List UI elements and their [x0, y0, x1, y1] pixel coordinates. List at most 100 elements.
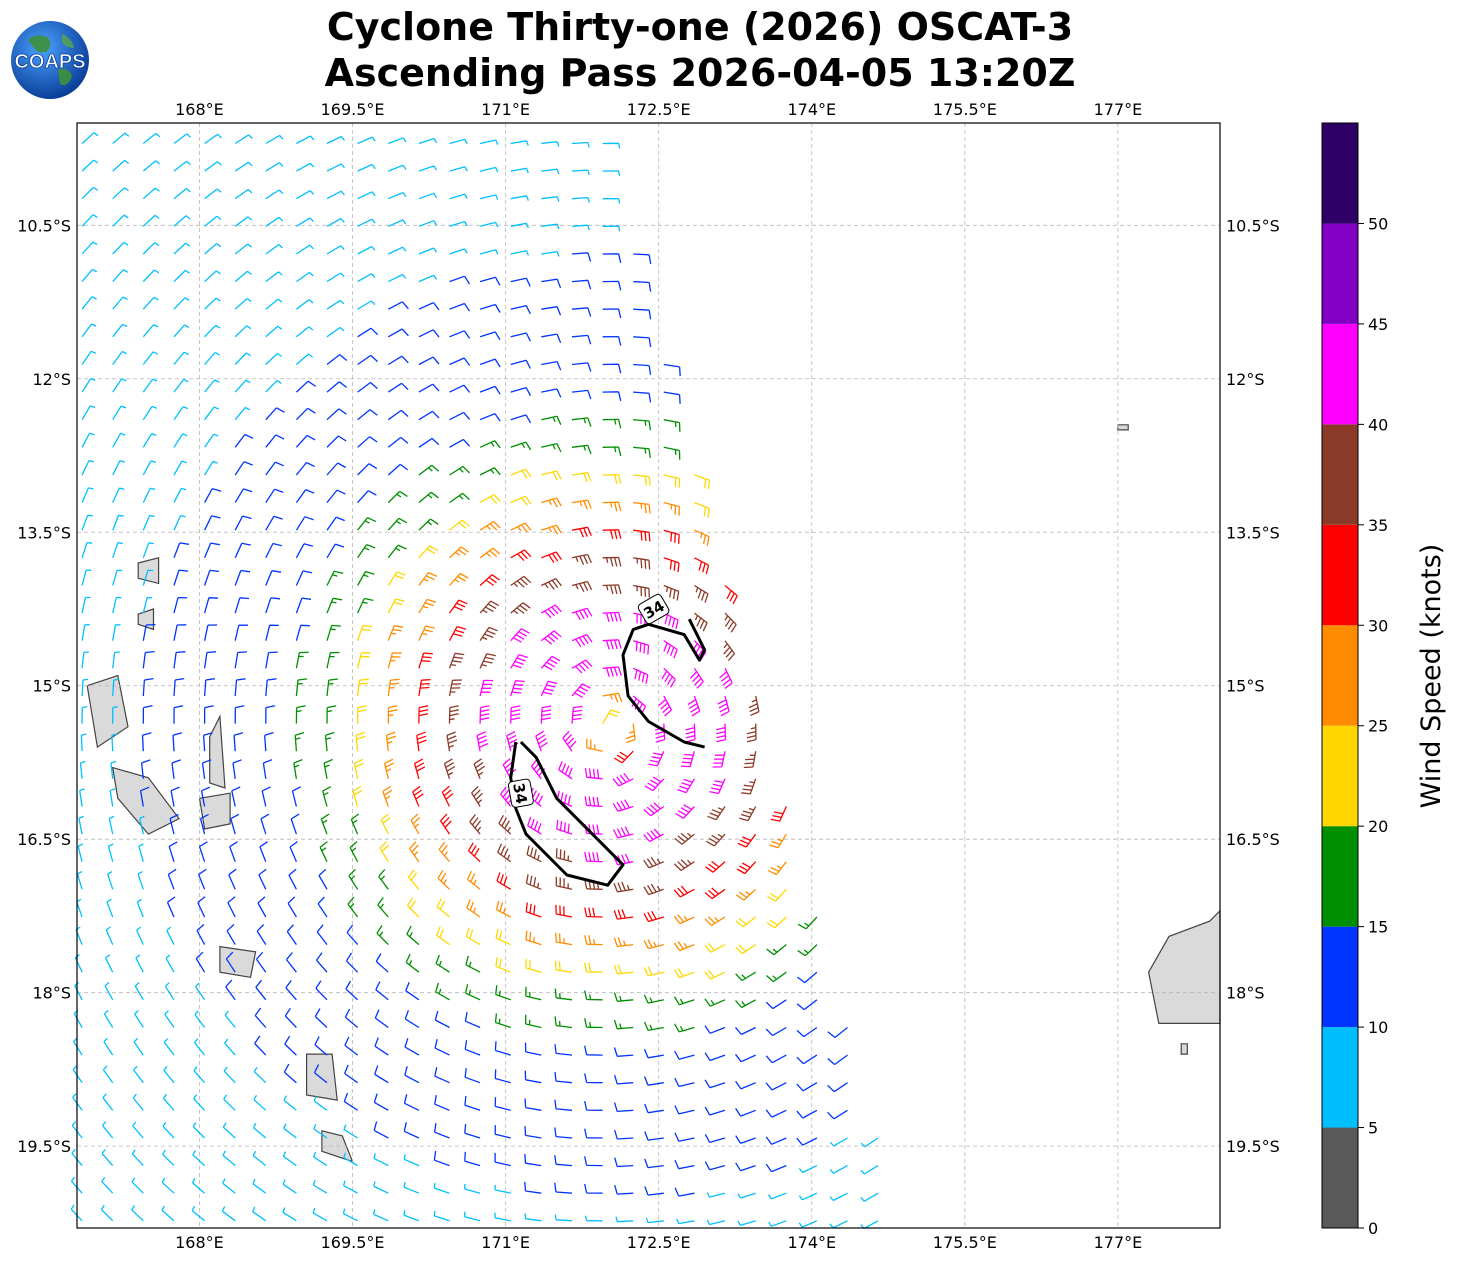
wind-barb — [661, 667, 676, 688]
wind-barb — [312, 1151, 328, 1167]
wind-barb — [584, 768, 603, 780]
wind-barb — [524, 1181, 542, 1194]
wind-barb — [111, 733, 118, 752]
wind-barb — [226, 924, 236, 945]
wind-barb — [282, 1179, 297, 1194]
wind-barb — [602, 473, 622, 484]
wind-barb — [234, 542, 251, 559]
wind-barb — [510, 386, 532, 397]
wind-barb — [373, 1093, 389, 1111]
land-layer — [86, 424, 1221, 1163]
wind-barb — [81, 514, 93, 531]
wind-barb — [316, 924, 328, 945]
wind-barb — [558, 760, 573, 780]
wind-barb — [288, 868, 297, 890]
wind-barb — [614, 1185, 634, 1195]
wind-barb — [479, 626, 498, 642]
axis-tick-labels: 168°E 168°E 169.5°E 169.5°E 171°E 171°E 172.5°… — [17, 100, 1280, 1252]
wind-barb — [663, 557, 680, 573]
wind-barb — [525, 958, 542, 973]
wind-barb — [204, 515, 221, 531]
wind-barb — [227, 896, 236, 918]
wind-barb — [81, 678, 89, 697]
wind-barb — [449, 519, 470, 531]
contour-label: 34 — [507, 778, 534, 808]
wind-barb — [418, 437, 440, 448]
wind-barb — [418, 137, 438, 145]
wind-barb — [173, 542, 189, 559]
colorbar-segment — [1322, 424, 1358, 525]
wind-barb — [109, 788, 116, 807]
wind-barb — [142, 514, 155, 531]
wind-barb — [142, 160, 161, 172]
wind-barb — [497, 843, 512, 863]
wind-barb — [643, 828, 665, 843]
wind-barb — [494, 1041, 511, 1056]
wind-barb — [633, 419, 652, 431]
wind-barb — [375, 981, 389, 1001]
wind-barb — [434, 1010, 450, 1029]
wind-barb — [197, 896, 206, 918]
wind-barb — [326, 381, 347, 393]
wind-barb — [735, 1162, 756, 1172]
wind-barb — [704, 887, 726, 900]
wind-barb — [717, 695, 730, 717]
wind-barb — [265, 461, 284, 476]
wind-barb — [163, 1065, 175, 1084]
wind-barb — [165, 954, 175, 973]
wind-barb — [374, 1065, 389, 1084]
wind-barb — [527, 816, 542, 835]
wind-barb — [612, 799, 634, 812]
wind-barb — [326, 326, 345, 338]
wind-barb — [100, 1204, 114, 1222]
wind-barb — [586, 738, 603, 752]
wind-barb — [203, 651, 217, 669]
wind-barb — [326, 299, 345, 310]
wind-barb — [81, 596, 91, 614]
wind-barb — [385, 731, 396, 752]
wind-barb — [103, 1009, 114, 1028]
wind-barb — [387, 625, 404, 641]
wind-barb — [464, 1096, 481, 1111]
wind-barb — [162, 1121, 175, 1139]
wind-barb — [663, 391, 681, 404]
wind-barb — [81, 541, 93, 558]
colorbar-tick-label: 20 — [1368, 817, 1388, 836]
wind-barb — [494, 1013, 511, 1029]
wind-barb — [112, 596, 122, 614]
wind-barb — [571, 607, 593, 621]
wind-barb — [436, 898, 450, 918]
wind-barb — [464, 1183, 481, 1194]
wind-barb — [81, 432, 95, 448]
wind-barb — [413, 758, 426, 779]
wind-barb — [232, 759, 242, 779]
wind-barb — [418, 625, 435, 641]
wind-barb — [643, 1049, 664, 1059]
wind-barb — [495, 900, 511, 918]
wind-barb — [510, 140, 529, 146]
colorbar-tick-label: 40 — [1368, 415, 1388, 434]
wind-barb — [674, 832, 695, 845]
wind-barb — [295, 326, 314, 338]
wind-barb — [633, 474, 651, 486]
wind-barb — [469, 814, 482, 835]
wind-barb — [112, 296, 128, 310]
wind-barb — [204, 351, 220, 365]
wind-barb — [735, 916, 757, 928]
wind-barb — [173, 133, 192, 145]
wind-barb — [614, 1157, 634, 1168]
wind-barb — [387, 652, 402, 669]
wind-barb — [283, 1063, 297, 1084]
wind-barb — [510, 602, 531, 615]
wind-barb — [295, 597, 312, 614]
wind-barb — [479, 412, 501, 422]
wind-barb — [765, 1163, 787, 1173]
wind-barb — [142, 242, 160, 255]
contour-label-box — [507, 778, 534, 808]
wind-barb — [357, 163, 376, 172]
wind-barb — [252, 1122, 267, 1139]
wind-barb — [613, 826, 634, 839]
wind-barb — [479, 520, 501, 531]
wind-barb — [374, 1009, 389, 1029]
wind-barb — [829, 1220, 848, 1229]
